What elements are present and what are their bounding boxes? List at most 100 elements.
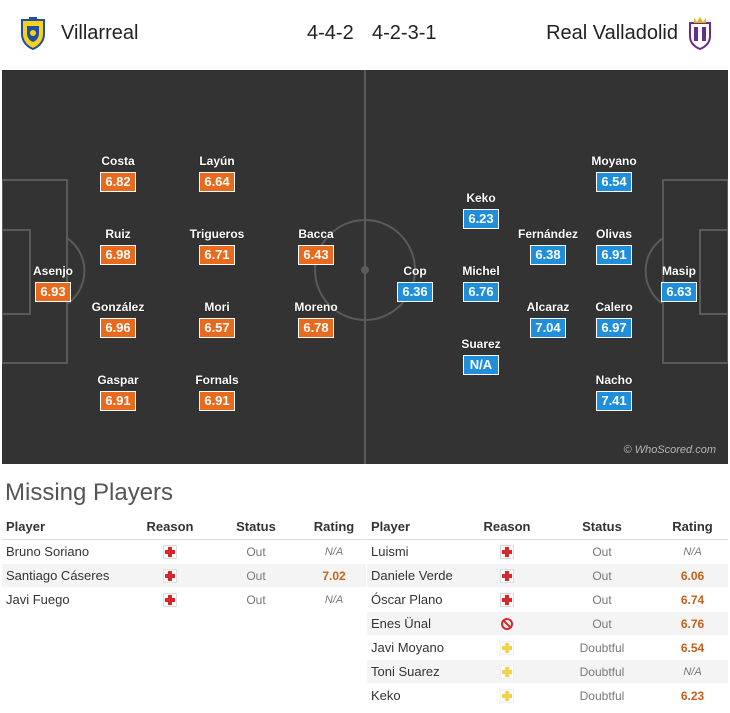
- away-player-fernandez[interactable]: Fernández 6.38: [508, 227, 588, 265]
- missing-reason: [467, 659, 547, 684]
- player-name: Michel: [462, 264, 500, 278]
- missing-reason: [467, 683, 547, 708]
- home-player-ruiz[interactable]: Ruiz 6.98: [78, 227, 158, 265]
- away-player-cop[interactable]: Cop 6.36: [375, 264, 455, 302]
- away-player-calero[interactable]: Calero 6.97: [574, 300, 654, 338]
- away-player-masip[interactable]: Masip 6.63: [639, 264, 719, 302]
- away-player-olivas[interactable]: Olivas 6.91: [574, 227, 654, 265]
- player-rating: N/A: [463, 355, 499, 375]
- watermark: © WhoScored.com: [623, 444, 716, 456]
- home-player-asenjo[interactable]: Asenjo 6.93: [13, 264, 93, 302]
- player-rating: 6.57: [199, 318, 235, 338]
- suspended-icon: [501, 617, 513, 630]
- away-player-keko[interactable]: Keko 6.23: [441, 191, 521, 229]
- missing-player-name[interactable]: Santiago Cáseres: [2, 563, 130, 588]
- missing-rating: N/A: [302, 587, 366, 612]
- missing-rating: N/A: [302, 539, 366, 564]
- home-player-moreno[interactable]: Moreno 6.78: [276, 300, 356, 338]
- player-name: Olivas: [595, 227, 633, 241]
- away-player-suarez[interactable]: Suarez N/A: [441, 337, 521, 375]
- player-rating: 7.04: [530, 318, 566, 338]
- player-name: González: [91, 300, 145, 314]
- player-rating: 6.54: [596, 172, 632, 192]
- header-reason[interactable]: Reason: [467, 513, 547, 540]
- missing-player-name[interactable]: Bruno Soriano: [2, 539, 130, 564]
- missing-rating: 6.23: [657, 683, 728, 708]
- header-rating[interactable]: Rating: [657, 513, 728, 540]
- missing-reason: [467, 611, 547, 636]
- doubtful-icon: [500, 640, 514, 655]
- away-player-moyano[interactable]: Moyano 6.54: [574, 154, 654, 192]
- pitch: Asenjo 6.93 Costa 6.82 Ruiz 6.98 Gonzále…: [2, 70, 728, 464]
- missing-status: Doubtful: [547, 659, 657, 684]
- missing-player-name[interactable]: Daniele Verde: [367, 563, 467, 588]
- table-row: Javi Moyano Doubtful 6.54: [367, 635, 728, 660]
- player-name: Nacho: [595, 373, 633, 387]
- home-missing-rows: Bruno Soriano Out N/A Santiago Cáseres Out 7.…: [2, 539, 366, 612]
- missing-status: Out: [547, 587, 657, 612]
- table-header-row: Player Reason Status Rating: [2, 513, 366, 540]
- missing-rating: 6.54: [657, 635, 728, 660]
- player-rating: 6.43: [298, 245, 334, 265]
- header-player[interactable]: Player: [2, 513, 130, 540]
- player-rating: 6.36: [397, 282, 433, 302]
- player-name: Asenjo: [32, 264, 73, 278]
- player-name: Bacca: [298, 227, 334, 241]
- player-rating: 6.82: [100, 172, 136, 192]
- player-name: Trigueros: [189, 227, 245, 241]
- doubtful-icon: [500, 688, 514, 703]
- table-row: Luismi Out N/A: [367, 539, 728, 564]
- missing-reason: [467, 587, 547, 612]
- player-name: Costa: [101, 154, 135, 168]
- home-missing-table: Player Reason Status Rating Bruno Sorian…: [2, 513, 366, 612]
- header-status[interactable]: Status: [210, 513, 302, 540]
- home-player-bacca[interactable]: Bacca 6.43: [276, 227, 356, 265]
- missing-player-name[interactable]: Enes Ünal: [367, 611, 467, 636]
- home-player-mori[interactable]: Mori 6.57: [177, 300, 257, 338]
- header-reason[interactable]: Reason: [130, 513, 210, 540]
- header-player[interactable]: Player: [367, 513, 467, 540]
- player-rating: 6.91: [596, 245, 632, 265]
- missing-player-name[interactable]: Javi Fuego: [2, 587, 130, 612]
- missing-status: Out: [547, 563, 657, 588]
- header-status[interactable]: Status: [547, 513, 657, 540]
- player-rating: 6.78: [298, 318, 334, 338]
- missing-player-name[interactable]: Keko: [367, 683, 467, 708]
- player-name: Layún: [199, 154, 235, 168]
- away-missing-table: Player Reason Status Rating Luismi Out N/A…: [367, 513, 728, 708]
- home-player-fornals[interactable]: Fornals 6.91: [177, 373, 257, 411]
- home-player-gonzalez[interactable]: González 6.96: [78, 300, 158, 338]
- player-name: Calero: [595, 300, 633, 314]
- missing-status: Out: [210, 563, 302, 588]
- missing-status: Doubtful: [547, 683, 657, 708]
- missing-reason: [130, 587, 210, 612]
- away-player-nacho[interactable]: Nacho 7.41: [574, 373, 654, 411]
- home-player-trigueros[interactable]: Trigueros 6.71: [177, 227, 257, 265]
- away-player-michel[interactable]: Michel 6.76: [441, 264, 521, 302]
- injury-icon: [500, 544, 514, 559]
- away-missing-rows: Luismi Out N/A Daniele Verde Out 6.06 Óscar Pl…: [367, 539, 728, 708]
- missing-player-name[interactable]: Javi Moyano: [367, 635, 467, 660]
- player-rating: 7.41: [596, 391, 632, 411]
- missing-reason: [130, 563, 210, 588]
- player-rating: 6.91: [100, 391, 136, 411]
- player-name: Masip: [661, 264, 696, 278]
- home-player-layun[interactable]: Layún 6.64: [177, 154, 257, 192]
- away-team-name[interactable]: Real Valladolid: [546, 22, 678, 44]
- header-rating[interactable]: Rating: [302, 513, 366, 540]
- home-player-gaspar[interactable]: Gaspar 6.91: [78, 373, 158, 411]
- home-player-costa[interactable]: Costa 6.82: [78, 154, 158, 192]
- missing-status: Out: [547, 611, 657, 636]
- home-team-name[interactable]: Villarreal: [61, 22, 139, 44]
- table-row: Javi Fuego Out N/A: [2, 587, 366, 612]
- missing-reason: [467, 563, 547, 588]
- missing-player-name[interactable]: Óscar Plano: [367, 587, 467, 612]
- missing-status: Out: [210, 587, 302, 612]
- missing-rating: N/A: [657, 659, 728, 684]
- injury-icon: [163, 592, 177, 607]
- missing-player-name[interactable]: Toni Suarez: [367, 659, 467, 684]
- table-row: Santiago Cáseres Out 7.02: [2, 563, 366, 588]
- missing-player-name[interactable]: Luismi: [367, 539, 467, 564]
- away-player-alcaraz[interactable]: Alcaraz 7.04: [508, 300, 588, 338]
- player-rating: 6.93: [35, 282, 71, 302]
